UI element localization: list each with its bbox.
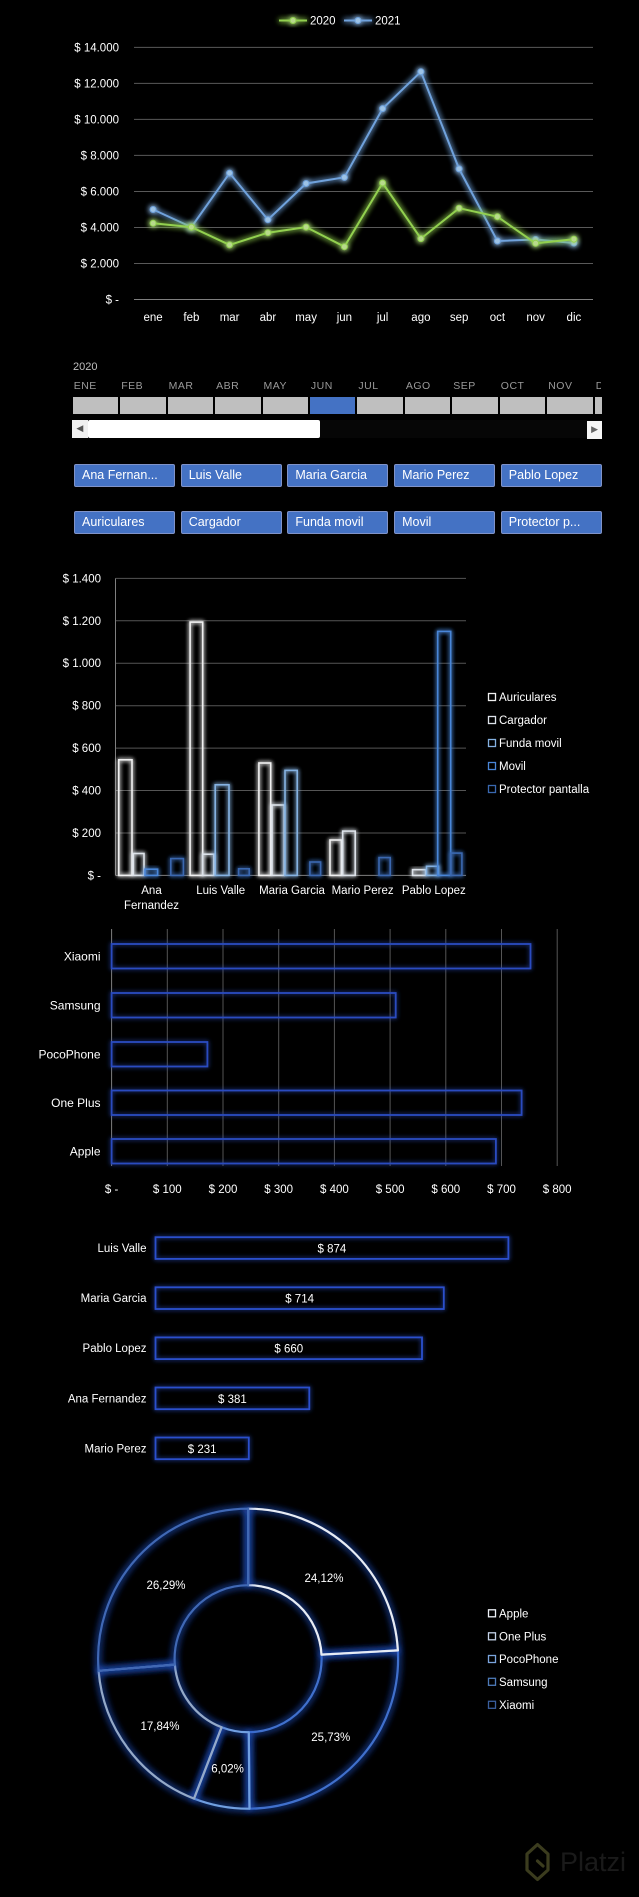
svg-text:$ 12.000: $ 12.000: [74, 78, 119, 90]
svg-text:$ 1.400: $ 1.400: [63, 573, 101, 585]
svg-text:Ana Fernandez: Ana Fernandez: [68, 1393, 147, 1405]
svg-text:$ 600: $ 600: [72, 743, 101, 755]
svg-text:$ -: $ -: [88, 870, 102, 882]
svg-text:25,73%: 25,73%: [311, 1732, 350, 1744]
svg-text:$ 381: $ 381: [218, 1394, 247, 1406]
svg-text:Cargador: Cargador: [499, 715, 547, 727]
svg-text:ago: ago: [411, 312, 430, 324]
svg-text:Xiaomi: Xiaomi: [64, 950, 101, 964]
svg-text:oct: oct: [490, 312, 506, 324]
svg-text:$ 660: $ 660: [274, 1344, 303, 1356]
svg-text:$ 4.000: $ 4.000: [81, 223, 119, 235]
svg-text:One Plus: One Plus: [51, 1096, 100, 1110]
svg-text:One Plus: One Plus: [499, 1631, 547, 1643]
svg-text:Ana: Ana: [141, 885, 162, 897]
svg-text:Platzi: Platzi: [560, 1847, 626, 1877]
svg-text:2020: 2020: [310, 16, 336, 28]
svg-text:$ 400: $ 400: [72, 786, 101, 798]
svg-text:6,02%: 6,02%: [211, 1764, 244, 1776]
svg-text:Maria Garcia: Maria Garcia: [259, 885, 325, 897]
svg-text:$ 700: $ 700: [487, 1184, 516, 1196]
svg-text:$ 10.000: $ 10.000: [74, 114, 119, 126]
svg-text:Mario Perez: Mario Perez: [85, 1443, 147, 1455]
svg-text:Samsung: Samsung: [50, 999, 101, 1013]
svg-text:Xiaomi: Xiaomi: [499, 1700, 534, 1712]
svg-text:dic: dic: [567, 312, 582, 324]
svg-text:Auriculares: Auriculares: [499, 692, 557, 704]
svg-text:Samsung: Samsung: [499, 1677, 548, 1689]
svg-text:nov: nov: [526, 312, 545, 324]
svg-text:$ 1.000: $ 1.000: [63, 658, 101, 670]
svg-text:$ 8.000: $ 8.000: [81, 150, 119, 162]
svg-text:$ 2.000: $ 2.000: [81, 259, 119, 271]
svg-text:$ -: $ -: [105, 1184, 119, 1196]
svg-text:Apple: Apple: [499, 1608, 528, 1620]
svg-text:$ 200: $ 200: [72, 828, 101, 840]
svg-text:may: may: [295, 312, 317, 324]
svg-text:jun: jun: [336, 312, 352, 324]
svg-text:Luis Valle: Luis Valle: [97, 1243, 146, 1255]
svg-text:$ 400: $ 400: [320, 1184, 349, 1196]
svg-text:Protector pantalla: Protector pantalla: [499, 784, 590, 796]
svg-text:feb: feb: [183, 312, 199, 324]
svg-text:mar: mar: [220, 312, 240, 324]
svg-text:PocoPhone: PocoPhone: [499, 1654, 558, 1666]
svg-text:Luis Valle: Luis Valle: [196, 885, 245, 897]
svg-text:ene: ene: [144, 312, 163, 324]
svg-text:$ 500: $ 500: [376, 1184, 405, 1196]
svg-text:Pablo Lopez: Pablo Lopez: [83, 1343, 147, 1355]
svg-text:$ 600: $ 600: [431, 1184, 460, 1196]
svg-text:$ 800: $ 800: [543, 1184, 572, 1196]
svg-text:$ 1.200: $ 1.200: [63, 616, 101, 628]
svg-text:2021: 2021: [375, 16, 401, 28]
svg-text:$ 874: $ 874: [318, 1244, 347, 1256]
svg-text:$ 100: $ 100: [153, 1184, 182, 1196]
svg-text:$ 714: $ 714: [285, 1294, 314, 1306]
svg-text:Pablo Lopez: Pablo Lopez: [402, 885, 466, 897]
svg-text:$ -: $ -: [106, 295, 120, 307]
svg-text:Apple: Apple: [70, 1145, 101, 1159]
svg-text:Maria Garcia: Maria Garcia: [81, 1293, 147, 1305]
svg-text:abr: abr: [260, 312, 277, 324]
svg-text:Funda movil: Funda movil: [499, 738, 562, 750]
svg-text:$ 231: $ 231: [188, 1444, 217, 1456]
svg-text:PocoPhone: PocoPhone: [38, 1048, 100, 1062]
svg-text:$ 6.000: $ 6.000: [81, 187, 119, 199]
svg-text:$ 200: $ 200: [209, 1184, 238, 1196]
svg-text:jul: jul: [376, 312, 389, 324]
svg-text:24,12%: 24,12%: [304, 1573, 343, 1585]
svg-text:Movil: Movil: [499, 761, 526, 773]
svg-text:$ 300: $ 300: [264, 1184, 293, 1196]
svg-text:17,84%: 17,84%: [140, 1721, 179, 1733]
svg-text:26,29%: 26,29%: [146, 1580, 185, 1592]
svg-text:Fernandez: Fernandez: [124, 900, 179, 912]
svg-text:sep: sep: [450, 312, 469, 324]
svg-text:$ 800: $ 800: [72, 701, 101, 713]
svg-text:$ 14.000: $ 14.000: [74, 42, 119, 54]
svg-text:Mario Perez: Mario Perez: [332, 885, 394, 897]
